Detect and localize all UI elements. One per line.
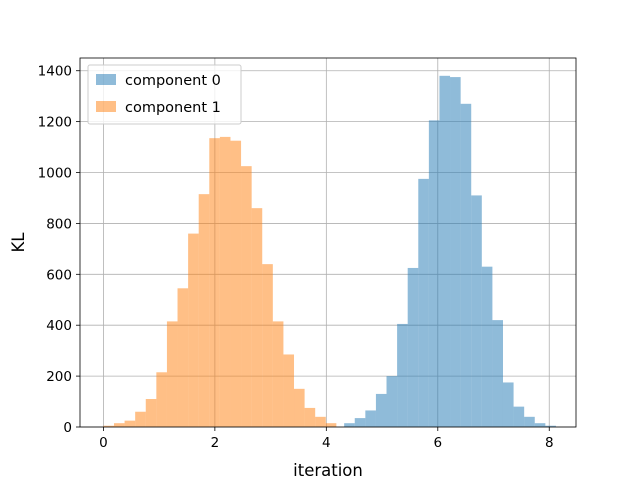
- histogram-bar-component-0: [513, 406, 525, 427]
- histogram-bar-component-1: [219, 136, 231, 427]
- histogram-bar-component-1: [294, 388, 305, 427]
- histogram-bar-component-1: [325, 423, 337, 427]
- histogram-bar-component-1: [103, 425, 114, 427]
- histogram-bar-component-1: [156, 372, 167, 427]
- y-tick-label: 400: [46, 318, 72, 334]
- histogram-bar-component-0: [418, 178, 429, 427]
- histogram-bar-component-0: [365, 410, 376, 427]
- histogram-bar-component-1: [272, 321, 284, 427]
- x-tick-label: 2: [211, 435, 220, 451]
- x-tick-label: 8: [545, 435, 554, 451]
- histogram-bar-component-1: [177, 288, 189, 427]
- histogram-bar-component-0: [407, 267, 419, 427]
- histogram-bar-component-1: [166, 321, 178, 427]
- histogram-bar-component-0: [450, 77, 461, 427]
- histogram-bar-component-1: [188, 233, 199, 427]
- y-tick-label: 1000: [38, 166, 72, 182]
- histogram-bar-component-0: [460, 103, 472, 428]
- y-tick-label: 1200: [38, 115, 72, 131]
- histogram-bar-component-0: [545, 425, 556, 427]
- histogram-bar-component-1: [135, 411, 146, 427]
- histogram-bar-component-0: [375, 393, 387, 427]
- histogram-bar-component-0: [439, 75, 451, 428]
- histogram-bar-component-0: [492, 320, 503, 427]
- histogram-bar-component-1: [198, 194, 210, 427]
- histogram-bar-component-0: [481, 266, 493, 427]
- x-tick-label: 0: [99, 435, 108, 451]
- histogram-bar-component-1: [230, 140, 242, 427]
- legend: component 0 component 1: [87, 64, 242, 125]
- legend-label-component-1: component 1: [125, 100, 221, 116]
- y-axis-label: KL: [9, 232, 28, 253]
- histogram-bar-component-1: [209, 138, 220, 428]
- histogram-bar-component-0: [344, 423, 355, 427]
- plot-frame: [79, 57, 577, 428]
- histogram-bar-component-0: [471, 195, 482, 427]
- histogram-bar-component-1: [113, 423, 125, 427]
- histogram-bar-component-0: [428, 120, 440, 428]
- histogram-bars: [103, 75, 556, 428]
- histogram-bar-component-1: [262, 264, 273, 427]
- histogram-bar-component-1: [241, 166, 252, 428]
- legend-swatch-component-0: [96, 74, 116, 85]
- histogram-bar-component-1: [283, 354, 295, 427]
- x-tick-label: 6: [433, 435, 442, 451]
- histogram-bar-component-0: [502, 382, 514, 427]
- histogram-bar-component-1: [304, 407, 316, 427]
- y-tick-label: 800: [46, 216, 72, 232]
- histogram-bar-component-0: [397, 323, 408, 427]
- histogram-bar-component-1: [124, 420, 136, 427]
- y-tick-label: 0: [63, 420, 72, 436]
- histogram-bar-component-1: [145, 399, 157, 427]
- y-tick-label: 1400: [38, 64, 72, 80]
- histogram-bar-component-1: [315, 416, 326, 427]
- legend-label-component-0: component 0: [125, 73, 221, 89]
- histogram-bar-component-0: [354, 418, 366, 427]
- legend-swatch-component-1: [96, 101, 116, 112]
- histogram-bar-component-0: [534, 423, 546, 427]
- histogram-bar-component-0: [386, 376, 398, 427]
- y-tick-label: 600: [46, 267, 72, 283]
- x-axis-label: iteration: [293, 461, 363, 480]
- histogram-bar-component-0: [524, 416, 535, 427]
- legend-box: [87, 64, 242, 125]
- x-tick-label: 4: [322, 435, 331, 451]
- axis-ticks: 0 2 4 6 8 0 200 400 600 800 1000 1200 1400: [38, 64, 554, 451]
- y-tick-label: 200: [46, 369, 72, 385]
- histogram-bar-component-1: [251, 208, 263, 427]
